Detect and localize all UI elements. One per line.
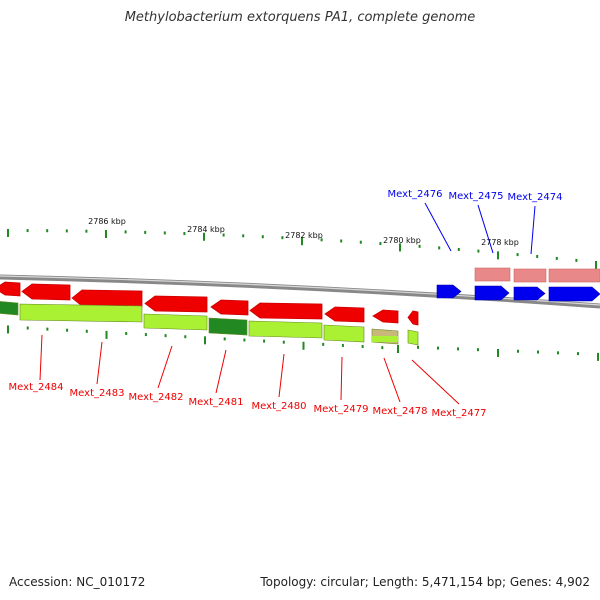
forward-gene-arrow[interactable] [474,285,510,301]
gene-leader-line [383,357,401,403]
gene-leader-line [477,204,494,254]
gene-label-mext_2480[interactable]: Mext_2480 [252,401,307,412]
gene-label-mext_2478[interactable]: Mext_2478 [373,406,428,417]
forward-gene-arrow[interactable] [436,284,462,299]
forward-gene-arrow[interactable] [548,286,600,302]
gene-features [0,267,600,346]
scale-label: 2784 kbp [187,225,225,234]
reverse-gene-arrow[interactable] [0,281,21,297]
gene-leader-line [96,341,103,385]
gene-label-mext_2475[interactable]: Mext_2475 [449,191,504,202]
reverse-gene-arrow[interactable] [21,283,71,301]
reverse-gene-arrow[interactable] [407,310,419,326]
cds-bar[interactable] [323,324,365,343]
gene-label-mext_2474[interactable]: Mext_2474 [508,192,563,203]
forward-cds-bar[interactable] [474,267,511,282]
gene-leader-line [39,334,43,381]
scale-label: 2780 kbp [383,236,421,245]
gene-leader-line [215,349,227,394]
gene-leader-line [157,345,173,389]
gene-leader-line [411,359,460,405]
forward-gene-arrow[interactable] [513,286,546,301]
gene-label-mext_2484[interactable]: Mext_2484 [9,382,64,393]
scale-labels: 2786 kbp 2784 kbp 2782 kbp 2780 kbp 2778 kbp [88,217,519,247]
gene-label-mext_2483[interactable]: Mext_2483 [70,388,125,399]
cds-bar[interactable] [0,301,19,316]
gene-label-mext_2477[interactable]: Mext_2477 [432,408,487,419]
cds-bar[interactable] [143,313,208,331]
forward-cds-bar[interactable] [513,268,547,283]
scale-label: 2786 kbp [88,217,126,226]
cds-bar[interactable] [208,317,248,336]
map-title: Methylobacterium extorquens PA1, complet… [124,10,476,25]
gene-labels: Mext_2484 Mext_2483 Mext_2482 Mext_2481 Mext… [9,189,563,419]
gene-leader-line [340,356,343,401]
scale-label: 2778 kbp [481,238,519,247]
reverse-gene-arrow[interactable] [71,289,143,308]
cds-bar[interactable] [372,336,398,342]
reverse-gene-arrow[interactable] [210,299,249,316]
reverse-gene-arrow[interactable] [324,306,365,323]
gene-leader-line [530,205,536,255]
accession-text: Accession: NC_010172 [9,575,146,589]
scale-label: 2782 kbp [285,231,323,240]
cds-bar[interactable] [407,329,419,346]
tick-marks [7,229,599,361]
gene-label-mext_2482[interactable]: Mext_2482 [129,392,184,403]
reverse-gene-arrow[interactable] [144,295,208,313]
forward-cds-bar[interactable] [548,268,600,283]
gene-label-mext_2479[interactable]: Mext_2479 [314,404,369,415]
gene-label-mext_2481[interactable]: Mext_2481 [189,397,244,408]
cds-bar[interactable] [248,320,323,339]
genome-summary-text: Topology: circular; Length: 5,471,154 bp… [260,575,590,589]
gene-leader-line [424,202,452,252]
reverse-gene-arrow[interactable] [249,302,323,320]
gene-leader-line [278,353,285,398]
gene-label-mext_2476[interactable]: Mext_2476 [388,189,443,200]
cds-bar[interactable] [19,303,143,323]
reverse-gene-arrow[interactable] [372,309,399,324]
